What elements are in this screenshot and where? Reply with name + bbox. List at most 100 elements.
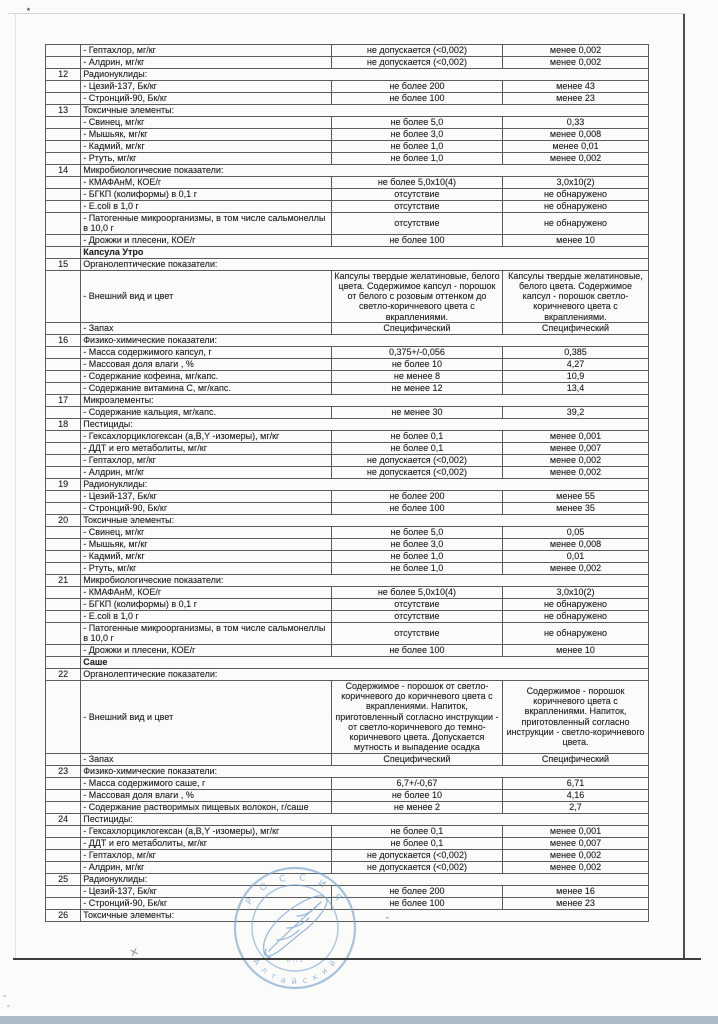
row-number-cell: 26: [44, 908, 82, 922]
table-row: - Патогенные микроорганизмы, в том числе…: [44, 622, 649, 645]
row-number-cell: 20: [44, 514, 82, 528]
table-row: - Цезий-137, Бк/кг не более 200 менее 55: [44, 490, 649, 504]
parameter-name-cell: Пестициды:: [80, 418, 649, 432]
norm-cell: не более 100: [330, 233, 504, 247]
row-number-cell: 17: [44, 394, 82, 408]
table-row: - E.coli в 1,0 г отсутствие не обнаружено: [44, 610, 649, 624]
scan-speck: [7, 1005, 10, 1007]
table-row: - Масса содержимого капсул, г 0,375+/-0,0…: [44, 346, 649, 360]
norm-cell: отсутствие: [330, 622, 504, 645]
parameter-name-cell: - БГКП (колиформы) в 0,1 г: [80, 598, 332, 612]
row-number-cell: 12: [44, 68, 82, 81]
norm-cell: Специфический: [330, 752, 504, 766]
result-cell: не обнаружено: [502, 212, 649, 235]
parameter-name-cell: - Гексахлорциклогексан (а,В,Y -изомеры),…: [80, 824, 332, 838]
norm-cell: не менее 12: [330, 382, 504, 396]
norm-cell: Специфический: [330, 322, 504, 336]
row-number-cell: [44, 896, 82, 910]
row-number-cell: [44, 586, 82, 600]
row-number-cell: [44, 788, 82, 802]
norm-cell: отсутствие: [330, 212, 504, 235]
result-cell: менее 10: [502, 643, 649, 657]
table-row: - Масса содержимого саше, г 6,7+/-0,67 6,7…: [44, 776, 649, 790]
row-number-cell: [44, 442, 82, 456]
row-number-cell: [44, 358, 82, 372]
norm-cell: 0,375+/-0,056: [330, 346, 504, 360]
parameter-name-cell: Микробиологические показатели:: [80, 574, 649, 588]
row-number-cell: [44, 860, 82, 874]
section-row: 15 Органолептические показатели:: [44, 257, 649, 271]
spec-table: - Гептахлор, мг/кг не допускается (<0,002…: [44, 44, 649, 922]
table-row: - Дрожжи и плесени, КОЕ/г не более 100 мен…: [44, 233, 649, 247]
section-row: 20 Токсичные элементы:: [44, 514, 649, 528]
parameter-name-cell: - Внешний вид и цвет: [80, 679, 332, 754]
section-row: 19 Радионуклиды:: [44, 478, 649, 492]
row-number-cell: [44, 610, 82, 624]
result-cell: менее 23: [502, 896, 649, 910]
table-row: - Ртуть, мг/кг не более 1,0 менее 0,002: [44, 152, 649, 165]
table-row: - БГКП (колиформы) в 0,1 г отсутствие не о…: [44, 598, 649, 612]
parameter-name-cell: - Запах: [80, 322, 332, 336]
norm-cell: не более 200: [330, 490, 504, 504]
result-cell: Содержимое - порошок коричневого цвета с…: [502, 679, 649, 754]
result-cell: менее 10: [502, 233, 649, 247]
row-number-cell: [44, 430, 82, 444]
result-cell: менее 0,002: [502, 152, 649, 165]
result-cell: 2,7: [502, 800, 649, 814]
row-number-cell: 25: [44, 872, 82, 886]
result-cell: Специфический: [502, 322, 649, 336]
row-number-cell: [44, 245, 82, 259]
result-cell: 3,0x10(2): [502, 176, 649, 189]
parameter-name-cell: Органолептические показатели:: [80, 257, 649, 271]
row-number-cell: [44, 346, 82, 360]
norm-cell: не допускается (<0,002): [330, 56, 504, 69]
row-number-cell: [44, 269, 82, 324]
result-cell: менее 55: [502, 490, 649, 504]
parameter-name-cell: Физико-химические показатели:: [80, 334, 649, 348]
row-number-cell: [44, 212, 82, 235]
parameter-name-cell: - ДДТ и его метаболиты, мг/кг: [80, 442, 332, 456]
parameter-name-cell: - Кадмий, мг/кг: [80, 550, 332, 564]
table-row: - Патогенные микроорганизмы, в том числе…: [44, 212, 649, 235]
row-number-cell: [44, 176, 82, 189]
parameter-name-cell: - Свинец, мг/кг: [80, 116, 332, 129]
result-cell: менее 0,002: [502, 860, 649, 874]
row-number-cell: [44, 140, 82, 153]
parameter-name-cell: - Массовая доля влаги , %: [80, 788, 332, 802]
scanner-bottom-band: [0, 1016, 718, 1024]
table-row: - БГКП (колиформы) в 0,1 г отсутствие не о…: [44, 188, 649, 201]
row-number-cell: [44, 562, 82, 576]
table-row: - Запах Специфический Специфический: [44, 322, 649, 336]
result-cell: не обнаружено: [502, 188, 649, 201]
table-row: - Стронций-90, Бк/кг не более 100 менее 23: [44, 92, 649, 105]
result-cell: Специфический: [502, 752, 649, 766]
result-cell: 4,16: [502, 788, 649, 802]
parameter-name-cell: Капсула Утро: [80, 245, 649, 259]
result-cell: менее 0,007: [502, 442, 649, 456]
parameter-name-cell: - Содержание растворимых пищевых волокон…: [80, 800, 332, 814]
table-row: - Содержание кофеина, мг/капс. не менее 8…: [44, 370, 649, 384]
parameter-name-cell: Радионуклиды:: [80, 478, 649, 492]
row-number-cell: [44, 370, 82, 384]
norm-cell: не более 100: [330, 643, 504, 657]
row-number-cell: [44, 526, 82, 540]
norm-cell: отсутствие: [330, 610, 504, 624]
stamp-inner-circle: [251, 884, 339, 972]
parameter-name-cell: - Цезий-137, Бк/кг: [80, 490, 332, 504]
page-left-edge: [15, 13, 16, 959]
table-row: - Алдрин, мг/кг не допускается (<0,002) ме…: [44, 860, 649, 874]
result-cell: менее 16: [502, 884, 649, 898]
norm-cell: не более 5,0x10(4): [330, 176, 504, 189]
parameter-name-cell: - ДДТ и его метаболиты, мг/кг: [80, 836, 332, 850]
row-number-cell: [44, 643, 82, 657]
result-cell: 3,0x10(2): [502, 586, 649, 600]
section-row: 23 Физико-химические показатели:: [44, 764, 649, 778]
table-row: - Содержание витамина С, мг/капс. не мене…: [44, 382, 649, 396]
norm-cell: не допускается (<0,002): [330, 454, 504, 468]
section-row: 24 Пестициды:: [44, 812, 649, 826]
norm-cell: не более 10: [330, 358, 504, 372]
norm-cell: не менее 2: [330, 800, 504, 814]
scan-speck: [3, 995, 6, 997]
norm-cell: не более 0,1: [330, 442, 504, 456]
